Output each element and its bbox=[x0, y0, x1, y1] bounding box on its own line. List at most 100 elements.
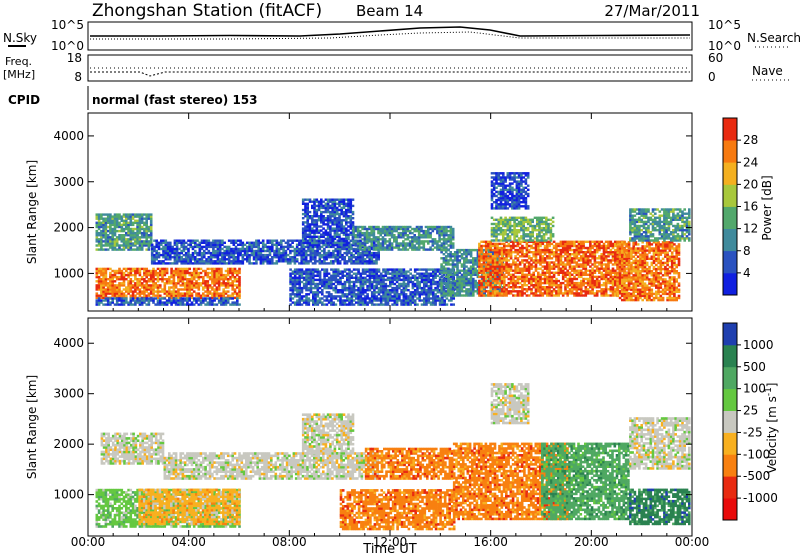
heatmap-cell bbox=[314, 253, 317, 257]
heatmap-cell bbox=[456, 255, 459, 258]
heatmap-cell bbox=[177, 288, 180, 291]
heatmap-cell bbox=[350, 251, 353, 255]
heatmap-cell bbox=[434, 293, 437, 296]
heatmap-cell bbox=[181, 297, 185, 300]
heatmap-cell bbox=[463, 253, 466, 256]
heatmap-cell bbox=[257, 256, 260, 259]
heatmap-cell bbox=[447, 286, 450, 289]
heatmap-cell bbox=[445, 227, 448, 231]
heatmap-cell bbox=[458, 261, 462, 264]
heatmap-cell bbox=[474, 267, 477, 270]
heatmap-cell bbox=[452, 295, 455, 298]
heatmap-cell bbox=[155, 251, 158, 255]
heatmap-cell bbox=[95, 296, 99, 299]
heatmap-cell bbox=[222, 284, 225, 287]
heatmap-cell bbox=[163, 301, 167, 304]
heatmap-cell bbox=[481, 290, 484, 293]
heatmap-cell bbox=[226, 271, 230, 275]
heatmap-cell bbox=[223, 258, 226, 261]
heatmap-cell bbox=[175, 243, 179, 246]
heatmap-cell bbox=[398, 274, 401, 277]
heatmap-cell bbox=[445, 278, 449, 282]
heatmap-cell bbox=[460, 269, 464, 272]
heatmap-cell bbox=[324, 229, 328, 232]
heatmap-cell bbox=[370, 238, 373, 241]
heatmap-cell bbox=[106, 238, 110, 241]
heatmap-cell bbox=[248, 245, 251, 249]
heatmap-cell bbox=[224, 290, 228, 293]
heatmap-cell bbox=[323, 276, 326, 279]
heatmap-cell bbox=[97, 238, 101, 241]
heatmap-cell bbox=[311, 235, 314, 238]
heatmap-cell bbox=[413, 278, 417, 282]
station-title: Zhongshan Station (fitACF) bbox=[92, 1, 322, 21]
heatmap-cell bbox=[306, 223, 309, 226]
heatmap-cell bbox=[192, 273, 196, 277]
heatmap-cell bbox=[496, 253, 499, 256]
heatmap-cell bbox=[225, 251, 229, 255]
heatmap-cell bbox=[476, 261, 480, 264]
heatmap-cell bbox=[157, 253, 161, 257]
heatmap-cell bbox=[216, 251, 220, 255]
heatmap-cell bbox=[354, 256, 358, 259]
heatmap-cell bbox=[352, 299, 356, 302]
heatmap-cell bbox=[451, 246, 455, 249]
heatmap-cell bbox=[197, 273, 201, 277]
heatmap-cell bbox=[100, 225, 103, 229]
heatmap-cell bbox=[211, 275, 214, 279]
heatmap-cell bbox=[97, 231, 101, 235]
heatmap-cell bbox=[164, 253, 168, 257]
heatmap-cell bbox=[425, 291, 428, 294]
heatmap-cell bbox=[230, 262, 233, 265]
heatmap-cell bbox=[331, 204, 334, 208]
heatmap-cell bbox=[109, 273, 112, 277]
heatmap-cell bbox=[417, 236, 421, 239]
heatmap-cell bbox=[120, 225, 124, 229]
heatmap-cell bbox=[368, 268, 372, 271]
heatmap-cell bbox=[469, 284, 473, 287]
heatmap-cell bbox=[402, 268, 406, 271]
heatmap-cell bbox=[444, 267, 448, 270]
heatmap-cell bbox=[122, 282, 126, 285]
heatmap-cell bbox=[373, 291, 376, 294]
heatmap-cell bbox=[316, 274, 320, 277]
heatmap-cell bbox=[127, 280, 130, 283]
heatmap-cell bbox=[145, 234, 148, 237]
heatmap-cell bbox=[213, 297, 216, 300]
heatmap-cell bbox=[111, 280, 114, 283]
heatmap-cell bbox=[364, 282, 367, 286]
heatmap-cell bbox=[348, 260, 351, 263]
heatmap-cell bbox=[373, 299, 376, 302]
heatmap-cell bbox=[296, 291, 299, 294]
heatmap-cell bbox=[330, 295, 333, 298]
heatmap-cell bbox=[195, 284, 198, 287]
heatmap-cell bbox=[308, 243, 312, 247]
heatmap-cell bbox=[418, 295, 421, 298]
heatmap-cell bbox=[218, 258, 222, 261]
heatmap-cell bbox=[280, 247, 283, 251]
heatmap-cell bbox=[109, 303, 112, 306]
heatmap-cell bbox=[106, 284, 110, 287]
heatmap-cell bbox=[150, 258, 154, 261]
heatmap-cell bbox=[154, 294, 157, 297]
heatmap-cell bbox=[147, 271, 151, 275]
heatmap-cell bbox=[309, 256, 313, 259]
heatmap-cell bbox=[102, 221, 105, 224]
heatmap-cell bbox=[111, 248, 114, 251]
heatmap-cell bbox=[136, 223, 139, 227]
heatmap-cell bbox=[389, 272, 392, 275]
heatmap-cell bbox=[129, 217, 133, 220]
heatmap-cell bbox=[160, 253, 163, 257]
heatmap-cell bbox=[312, 282, 315, 286]
heatmap-cell bbox=[481, 277, 484, 281]
heatmap-cell bbox=[350, 286, 354, 290]
heatmap-cell bbox=[194, 243, 197, 246]
heatmap-cell bbox=[181, 301, 185, 304]
heatmap-cell bbox=[395, 280, 399, 284]
heatmap-cell bbox=[444, 286, 448, 289]
heatmap-cell bbox=[230, 249, 233, 253]
heatmap-cell bbox=[411, 248, 414, 251]
heatmap-cell bbox=[458, 279, 462, 283]
heatmap-cell bbox=[348, 247, 351, 251]
heatmap-cell bbox=[463, 259, 466, 262]
